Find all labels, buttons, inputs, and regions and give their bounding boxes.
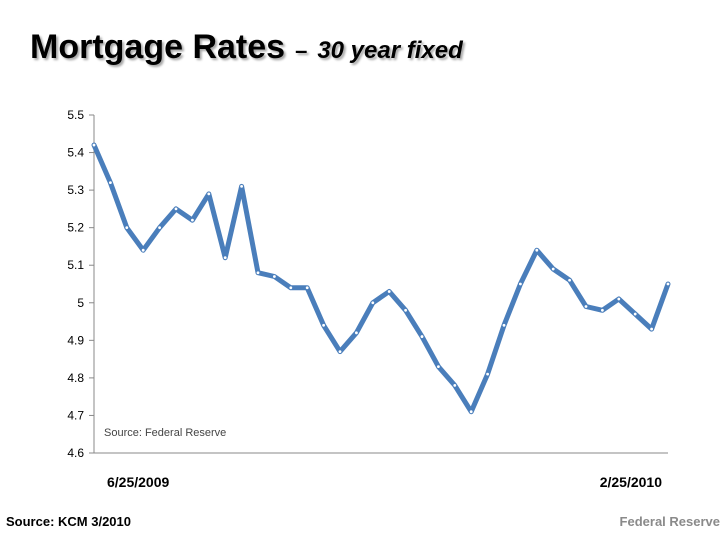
data-point bbox=[191, 218, 194, 222]
data-point bbox=[289, 286, 293, 290]
data-point bbox=[568, 278, 571, 282]
data-point bbox=[109, 181, 112, 185]
y-tick-label: 5 bbox=[77, 296, 84, 310]
data-point bbox=[338, 350, 342, 353]
data-point bbox=[387, 290, 391, 293]
data-point bbox=[92, 143, 96, 147]
data-point bbox=[486, 372, 489, 376]
data-point bbox=[223, 256, 227, 260]
data-point bbox=[158, 226, 162, 230]
data-point bbox=[519, 282, 522, 286]
data-point bbox=[141, 248, 145, 252]
data-point bbox=[273, 275, 276, 278]
data-point bbox=[420, 335, 424, 338]
y-tick-label: 4.6 bbox=[67, 446, 84, 460]
data-point bbox=[355, 331, 358, 335]
data-point bbox=[404, 308, 407, 312]
data-point bbox=[650, 327, 653, 331]
title-subtitle: 30 year fixed bbox=[317, 37, 463, 64]
data-point bbox=[125, 226, 129, 230]
data-point bbox=[633, 312, 637, 316]
series-line bbox=[91, 142, 671, 415]
data-point bbox=[174, 207, 178, 211]
y-tick-label: 4.9 bbox=[67, 333, 84, 347]
data-point bbox=[551, 267, 555, 271]
data-point bbox=[617, 297, 621, 301]
data-point bbox=[437, 365, 440, 369]
data-point bbox=[502, 323, 506, 327]
source-annotation: Source: Federal Reserve bbox=[104, 427, 226, 439]
data-point bbox=[305, 286, 309, 290]
data-point bbox=[371, 301, 375, 305]
y-tick-label: 5.5 bbox=[67, 108, 84, 122]
y-tick-label: 5.3 bbox=[67, 183, 84, 197]
data-point bbox=[256, 271, 260, 275]
data-point bbox=[322, 323, 325, 327]
data-point bbox=[535, 248, 539, 252]
y-tick-label: 5.1 bbox=[67, 258, 84, 272]
chart-title: Mortgage Rates –30 year fixed bbox=[30, 28, 463, 67]
data-point bbox=[469, 410, 473, 414]
x-label-end: 2/25/2010 bbox=[600, 474, 662, 490]
y-tick-label: 5.4 bbox=[67, 146, 84, 160]
data-point bbox=[240, 184, 244, 188]
data-point bbox=[666, 282, 670, 286]
x-label-start: 6/25/2009 bbox=[107, 474, 169, 490]
data-point bbox=[584, 305, 588, 308]
title-dash: – bbox=[295, 38, 308, 63]
data-point bbox=[453, 384, 457, 387]
data-point bbox=[601, 308, 604, 312]
y-tick-label: 4.8 bbox=[67, 371, 84, 385]
data-point bbox=[207, 192, 211, 196]
footer-credit: Federal Reserve bbox=[619, 514, 720, 529]
y-tick-label: 4.7 bbox=[67, 408, 84, 422]
footer-source: Source: KCM 3/2010 bbox=[6, 514, 131, 529]
title-main: Mortgage Rates bbox=[30, 28, 286, 66]
y-tick-label: 5.2 bbox=[67, 221, 84, 235]
